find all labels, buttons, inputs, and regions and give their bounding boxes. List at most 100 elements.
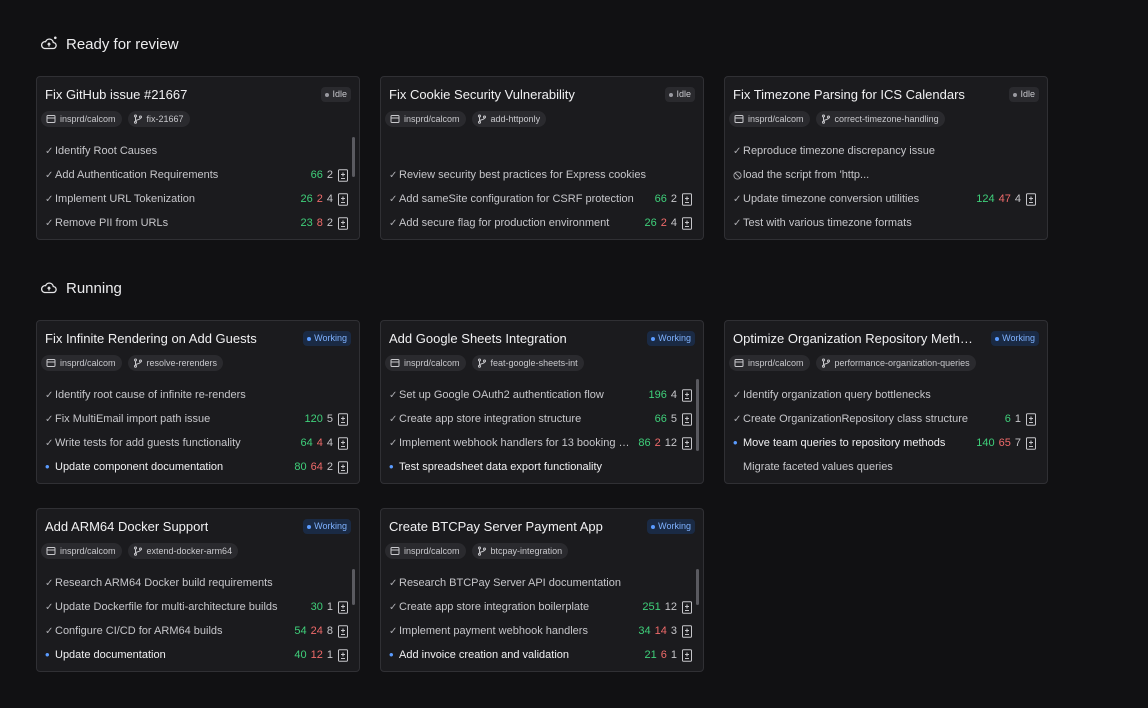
file-diff-icon[interactable] [681, 192, 693, 206]
task-item[interactable]: ✓ Add Authentication Requirements 66 2 [45, 163, 349, 187]
status-label: Idle [676, 89, 691, 99]
status-label: Idle [332, 89, 347, 99]
file-diff-icon[interactable] [1025, 192, 1037, 206]
repo-chip[interactable]: insprd/calcom [729, 355, 810, 371]
task-card[interactable]: Fix Timezone Parsing for ICS Calendars Id… [724, 76, 1048, 240]
task-item[interactable]: • Add invoice creation and validation 21 6 1 [389, 643, 693, 667]
branch-chip[interactable]: feat-google-sheets-int [471, 355, 584, 371]
branch-chip[interactable]: resolve-rerenders [127, 355, 224, 371]
scrollbar[interactable] [352, 569, 355, 605]
task-item[interactable]: ✓ Reproduce timezone discrepancy issue [733, 139, 1037, 163]
check-icon: ✓ [45, 413, 54, 425]
task-item[interactable]: ✓ Fix MultiEmail import path issue 120 5 [45, 407, 349, 431]
status-label: Working [658, 333, 691, 343]
file-diff-icon[interactable] [681, 600, 693, 614]
branch-chip[interactable]: extend-docker-arm64 [127, 543, 239, 559]
task-item[interactable]: ✓ Identify organization query bottlenecks [733, 383, 1037, 407]
task-item[interactable]: ✓ Create app store integration boilerplat… [389, 595, 693, 619]
task-label: Implement payment webhook handlers [399, 625, 588, 637]
branch-chip[interactable]: fix-21667 [127, 111, 190, 127]
task-item[interactable]: ✓ Create OrganizationRepository class str… [733, 407, 1037, 431]
task-item[interactable]: ✓ Test with various timezone formats [733, 211, 1037, 235]
file-diff-icon[interactable] [337, 460, 349, 474]
deletions-count: 2 [654, 437, 661, 449]
repo-chip[interactable]: insprd/calcom [41, 543, 122, 559]
task-label: Migrate faceted values queries [743, 461, 893, 473]
file-diff-icon[interactable] [337, 192, 349, 206]
file-diff-icon[interactable] [681, 648, 693, 662]
task-item[interactable]: ✓ Implement payment webhook handlers 34 14 3 [389, 619, 693, 643]
task-item[interactable]: Migrate faceted values queries [733, 455, 1037, 479]
task-card[interactable]: Fix Cookie Security Vulnerability Idle ins… [380, 76, 704, 240]
task-item[interactable]: • Update documentation 40 12 1 [45, 643, 349, 667]
task-item[interactable]: • Update component documentation 80 64 2 [45, 455, 349, 479]
task-card[interactable]: Fix Infinite Rendering on Add Guests Work… [36, 320, 360, 484]
branch-chip[interactable]: performance-organization-queries [815, 355, 976, 371]
branch-chip[interactable]: add-httponly [471, 111, 547, 127]
status-badge: Idle [665, 87, 695, 102]
repo-chip[interactable]: insprd/calcom [729, 111, 810, 127]
cloud-upload-icon [40, 279, 58, 297]
file-diff-icon[interactable] [337, 436, 349, 450]
task-item[interactable]: ✓ Identify Root Causes [45, 139, 349, 163]
check-icon: ✓ [389, 601, 398, 613]
file-diff-icon[interactable] [681, 412, 693, 426]
branch-label: correct-timezone-handling [834, 114, 939, 124]
additions-count: 21 [644, 649, 657, 661]
task-item[interactable]: ✓ Set up Google OAuth2 authentication flo… [389, 383, 693, 407]
task-item[interactable]: • Test spreadsheet data export functional… [389, 455, 693, 479]
files-count: 2 [326, 169, 333, 181]
repo-icon [46, 358, 56, 368]
file-diff-icon[interactable] [681, 216, 693, 230]
scrollbar[interactable] [696, 379, 699, 451]
file-diff-icon[interactable] [681, 624, 693, 638]
task-item[interactable]: ✓ Update timezone conversion utilities 124… [733, 187, 1037, 211]
task-item[interactable]: ✓ Review security best practices for Expr… [389, 163, 693, 187]
task-item[interactable] [389, 139, 693, 163]
scrollbar[interactable] [352, 137, 355, 177]
card-title: Add ARM64 Docker Support [45, 519, 209, 534]
task-item[interactable]: ✓ Research BTCPay Server API documentatio… [389, 571, 693, 595]
file-diff-icon[interactable] [337, 648, 349, 662]
repo-chip[interactable]: insprd/calcom [385, 355, 466, 371]
task-item[interactable]: ✓ Write tests for add guests functionalit… [45, 431, 349, 455]
task-card[interactable]: Fix GitHub issue #21667 Idle insprd/calcom… [36, 76, 360, 240]
task-item[interactable]: ✓ Create app store integration structure 6… [389, 407, 693, 431]
file-diff-icon[interactable] [337, 412, 349, 426]
task-item[interactable]: load the script from 'http... [733, 163, 1037, 187]
branch-chip[interactable]: correct-timezone-handling [815, 111, 945, 127]
task-card[interactable]: Add ARM64 Docker Support Working insprd/ca… [36, 508, 360, 672]
repo-chip[interactable]: insprd/calcom [385, 543, 466, 559]
task-item[interactable]: ✓ Remove PII from URLs 23 8 2 [45, 211, 349, 235]
task-card[interactable]: Add Google Sheets Integration Working insp… [380, 320, 704, 484]
file-diff-icon[interactable] [1025, 412, 1037, 426]
task-card[interactable]: Optimize Organization Repository Methods… [724, 320, 1048, 484]
task-item[interactable]: • Move team queries to repository methods… [733, 431, 1037, 455]
file-diff-icon[interactable] [337, 624, 349, 638]
card-chips: insprd/calcom extend-docker-arm64 [41, 543, 239, 559]
task-item[interactable]: ✓ Add secure flag for production environm… [389, 211, 693, 235]
task-item[interactable]: ✓ Research ARM64 Docker build requirement… [45, 571, 349, 595]
scrollbar[interactable] [696, 569, 699, 605]
file-diff-icon[interactable] [337, 168, 349, 182]
repo-chip[interactable]: insprd/calcom [41, 111, 122, 127]
file-diff-icon[interactable] [337, 600, 349, 614]
task-item[interactable]: ✓ Update Dockerfile for multi-architectur… [45, 595, 349, 619]
task-card[interactable]: Create BTCPay Server Payment App Working i… [380, 508, 704, 672]
task-item[interactable]: ✓ Implement URL Tokenization 26 2 4 [45, 187, 349, 211]
repo-chip[interactable]: insprd/calcom [385, 111, 466, 127]
branch-chip[interactable]: btcpay-integration [471, 543, 569, 559]
task-item[interactable]: ✓ Configure CI/CD for ARM64 builds 54 24 8 [45, 619, 349, 643]
file-diff-icon[interactable] [681, 388, 693, 402]
task-item[interactable]: ✓ Add sameSite configuration for CSRF pro… [389, 187, 693, 211]
task-item[interactable]: ✓ Implement webhook handlers for 13 booki… [389, 431, 693, 455]
file-diff-icon[interactable] [337, 216, 349, 230]
task-item[interactable]: ✓ Identify root cause of infinite re-rend… [45, 383, 349, 407]
task-label: Create app store integration boilerplate [399, 601, 590, 613]
branch-label: performance-organization-queries [834, 358, 970, 368]
file-diff-icon[interactable] [681, 436, 693, 450]
branch-icon [133, 114, 143, 124]
repo-chip[interactable]: insprd/calcom [41, 355, 122, 371]
file-diff-icon[interactable] [1025, 436, 1037, 450]
files-count: 2 [670, 193, 677, 205]
